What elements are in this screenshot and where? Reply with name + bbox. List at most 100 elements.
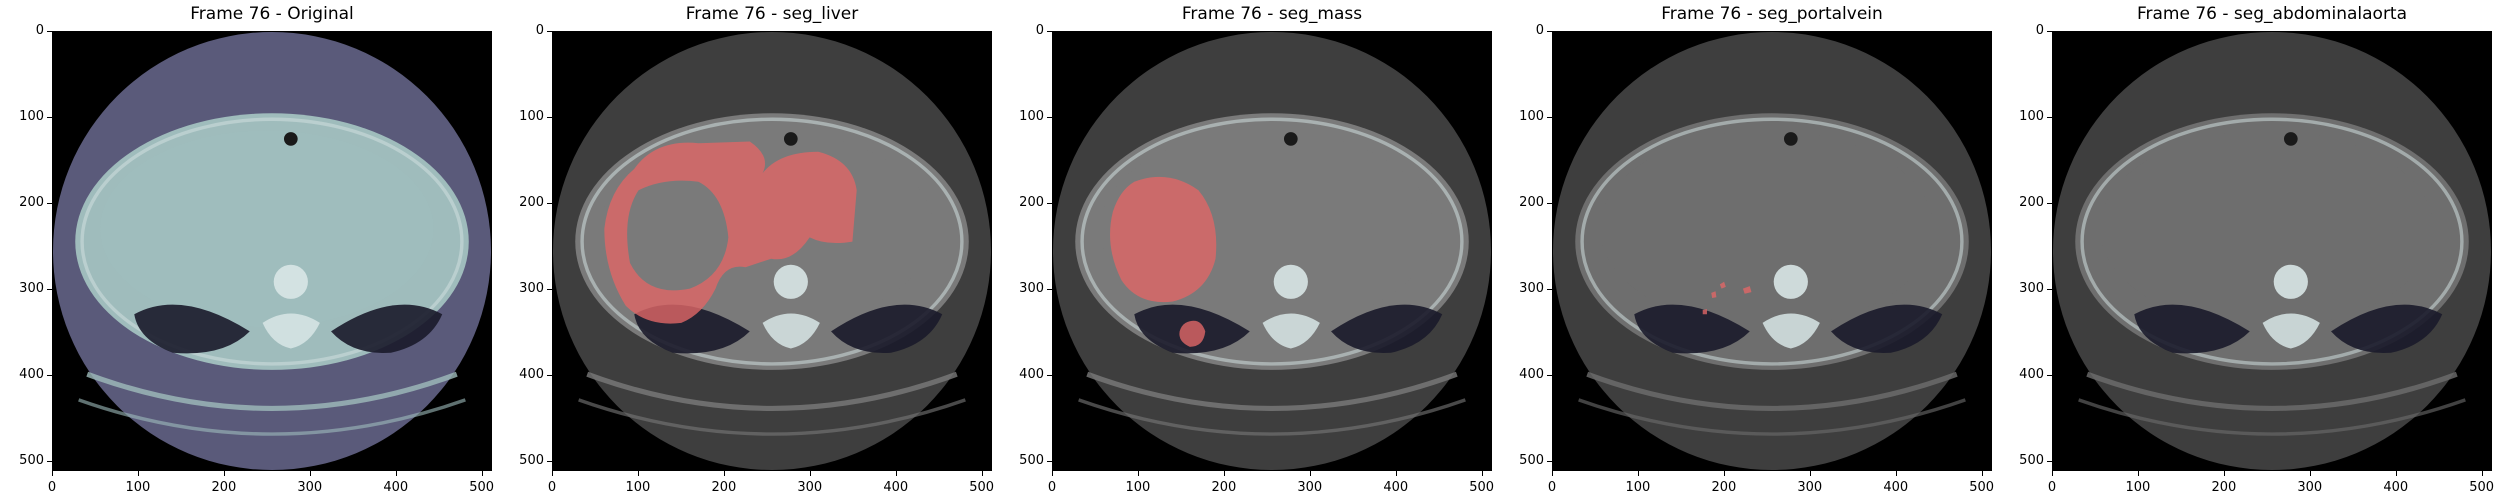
y-tick-mark [47,288,52,290]
x-tick-label: 300 [1797,480,1823,495]
y-tick-label: 100 [1019,108,1044,124]
y-tick-label: 400 [2019,366,2044,382]
x-tick-label: 300 [797,480,823,495]
scanner-table [1086,371,1458,411]
y-tick-label: 300 [19,280,44,296]
scanner-table [586,371,958,411]
y-tick-label: 400 [519,366,544,382]
aorta-or-vertebra [1773,264,1808,299]
image-panel-2: Frame 76 - seg_liver 0 100 200 300 400 500 0 100… [500,0,1000,500]
x-tick-label: 400 [1883,480,1909,495]
y-tick-label: 400 [1019,366,1044,382]
y-tick-label: 500 [1519,452,1544,468]
x-tick-mark [2481,471,2483,476]
y-tick-mark [47,31,52,32]
y-tick-mark [47,374,52,376]
x-tick-mark [2223,471,2225,476]
x-tick-mark [2137,471,2139,476]
y-tick-mark [1047,116,1052,118]
panel-title: Frame 76 - Original [190,4,354,24]
y-tick-mark [547,460,552,462]
y-tick-label: 200 [1019,194,1044,210]
panel-title: Frame 76 - seg_mass [1181,4,1363,24]
aorta-or-vertebra [2273,264,2308,299]
rib-outline [1080,117,1464,366]
lung-base-right [1634,304,1750,354]
x-tick-label: 200 [2211,480,2237,495]
x-tick-label: 0 [47,480,57,495]
y-tick-label: 200 [519,194,544,210]
ct-image-axes [52,31,492,471]
x-tick-mark [223,471,225,476]
aorta-or-vertebra [273,264,308,299]
y-tick-mark [1547,202,1552,204]
y-tick-label: 0 [1035,23,1044,38]
aorta-or-vertebra [773,264,808,299]
scanner-table [2086,371,2458,411]
y-tick-label: 0 [535,23,544,38]
aorta-or-vertebra [1273,264,1308,299]
vertebral-body [1262,313,1320,349]
y-tick-mark [2047,460,2052,462]
x-tick-label: 100 [125,480,151,495]
x-tick-mark [1223,471,1225,476]
lung-base-left [2331,304,2443,354]
lung-base-left [1831,304,1943,354]
x-tick-label: 400 [1383,480,1409,495]
scanner-table [86,371,458,411]
x-tick-label: 500 [469,480,495,495]
y-tick-mark [1547,31,1552,32]
x-tick-label: 100 [1125,480,1151,495]
x-tick-label: 0 [1547,480,1557,495]
rib-outline [1580,117,1964,366]
anterior-air [1283,132,1298,146]
y-tick-mark [47,116,52,118]
lung-base-right [134,304,250,354]
x-tick-mark [981,471,983,476]
segmentation-overlay [604,141,857,324]
x-tick-mark [809,471,811,476]
scanner-table-lower [578,398,966,436]
y-tick-label: 200 [19,194,44,210]
rib-outline [580,117,964,366]
x-tick-mark [52,471,53,476]
y-tick-label: 100 [1519,108,1544,124]
x-tick-mark [1552,471,1553,476]
y-tick-mark [547,202,552,204]
x-tick-label: 0 [2047,480,2057,495]
x-tick-mark [1052,471,1053,476]
x-tick-mark [1723,471,1725,476]
y-tick-label: 0 [1535,23,1544,38]
ct-slice-image [553,32,991,470]
abdominal-cavity [100,130,434,328]
x-tick-mark [1395,471,1397,476]
image-panel-1: Frame 76 - Original 0 100 200 300 400 500 0 100 2… [0,0,500,500]
abdominal-cavity [2100,130,2434,328]
ct-image-axes [1052,31,1492,471]
y-tick-label: 100 [19,108,44,124]
vertebral-body [762,313,820,349]
y-tick-mark [47,202,52,204]
ct-slice-image [1053,32,1491,470]
y-tick-mark [547,288,552,290]
y-tick-label: 500 [519,452,544,468]
rib-outline [80,117,464,366]
lung-base-right [2134,304,2250,354]
lung-base-left [831,304,943,354]
ct-slice-image [53,32,491,470]
segmentation-overlay [1702,309,1707,315]
y-tick-mark [1047,202,1052,204]
y-tick-mark [1547,116,1552,118]
y-tick-mark [1047,31,1052,32]
y-tick-mark [547,31,552,32]
y-tick-label: 300 [519,280,544,296]
x-tick-label: 300 [297,480,323,495]
x-tick-mark [137,471,139,476]
x-tick-label: 100 [625,480,651,495]
x-tick-label: 0 [1047,480,1057,495]
y-tick-label: 100 [519,108,544,124]
scanner-table [1586,371,1958,411]
x-tick-label: 500 [969,480,995,495]
panel-title: Frame 76 - seg_abdominalaorta [2136,4,2408,24]
